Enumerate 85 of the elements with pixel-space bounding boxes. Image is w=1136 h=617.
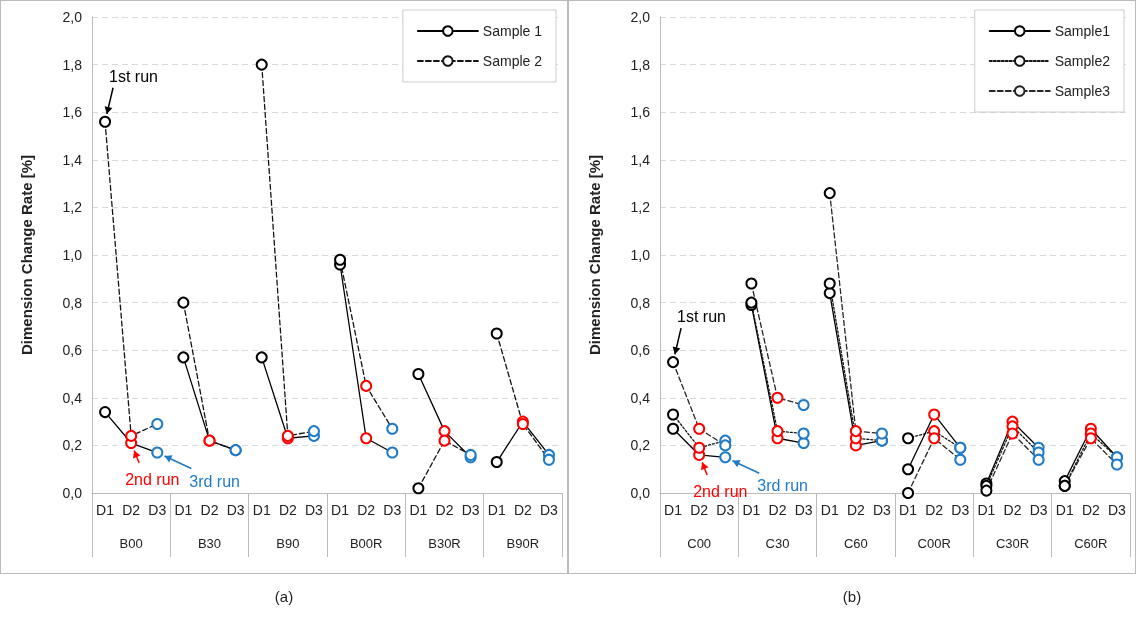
text: B00R (349, 536, 383, 551)
text: B90R (506, 536, 540, 551)
text: C30R (995, 536, 1030, 551)
text: (b) (842, 588, 862, 605)
x-tick-label: D3 (1029, 502, 1048, 518)
text: (a) (274, 588, 294, 605)
x-tick-label: D2 (122, 502, 141, 518)
x-tick-label: D1 (331, 502, 350, 518)
x-tick-label: D3 (226, 502, 245, 518)
y-tick-label: 2,0 (62, 9, 83, 25)
x-tick-label: D1 (1055, 502, 1074, 518)
x-tick-label: D3 (794, 502, 813, 518)
text: C00R (917, 536, 951, 551)
y-tick-label: 1,8 (62, 56, 83, 73)
y-tick-label: 0,8 (630, 294, 651, 311)
y-tick-label: 0,4 (62, 389, 83, 406)
y-tick-label: 0,2 (630, 437, 651, 454)
y-tick-label: 1,6 (630, 104, 651, 121)
y-axis-title: Dimension Change Rate [%] (18, 154, 35, 356)
y-tick-label: 2,0 (630, 9, 651, 25)
annotation: 2nd run (693, 482, 748, 500)
text: C30 (765, 536, 790, 551)
annotation: 2nd run (125, 471, 180, 489)
x-tick-label: D2 (278, 502, 297, 518)
x-tick-label: D2 (846, 502, 865, 518)
x-tick-label: D2 (690, 502, 709, 518)
x-tick-label: D2 (200, 502, 219, 518)
x-tick-label: D3 (951, 502, 970, 518)
legend-label: Sample2 (1054, 53, 1111, 69)
x-tick-label: D3 (1107, 502, 1127, 518)
y-tick-label: 1,0 (630, 247, 651, 263)
x-tick-label: D3 (148, 502, 167, 518)
x-tick-label: D1 (487, 502, 506, 518)
text: B30R (428, 536, 461, 551)
y-tick-label: 0,4 (630, 389, 651, 406)
y-axis-title: Dimension Change Rate [%] (586, 154, 603, 356)
annotation: 3rd run (189, 472, 240, 490)
text: B00 (119, 536, 143, 551)
x-tick-label: D1 (252, 502, 271, 518)
x-tick-label: D2 (513, 502, 532, 518)
text: C60R (1074, 536, 1108, 551)
y-tick-label: 0,6 (630, 342, 651, 359)
y-tick-label: 0,8 (62, 294, 83, 311)
x-tick-label: D1 (820, 502, 839, 518)
x-tick-label: D2 (1003, 502, 1022, 518)
x-tick-label: D1 (174, 502, 193, 518)
x-tick-label: D2 (1081, 502, 1100, 518)
y-tick-label: 1,8 (630, 56, 651, 73)
legend-label: Sample3 (1054, 83, 1111, 99)
x-tick-label: D1 (899, 502, 918, 518)
text: C00 (687, 536, 712, 551)
legend-label: Sample 1 (482, 23, 543, 39)
x-tick-label: D3 (461, 502, 480, 518)
y-tick-label: 1,4 (62, 151, 83, 168)
y-tick-label: 0,6 (62, 342, 83, 359)
x-tick-label: D3 (539, 502, 559, 518)
text: B30 (197, 536, 222, 551)
x-tick-label: D1 (409, 502, 428, 518)
x-tick-label: D1 (96, 502, 115, 518)
x-tick-label: D2 (357, 502, 376, 518)
y-tick-label: 0,0 (630, 485, 651, 501)
x-tick-label: D3 (304, 502, 324, 518)
annotation: 1st run (109, 67, 158, 85)
x-tick-label: D2 (925, 502, 944, 518)
y-tick-label: 1,2 (630, 199, 651, 216)
x-tick-label: D3 (716, 502, 735, 518)
y-tick-label: 1,2 (62, 199, 83, 216)
legend-label: Sample 2 (482, 53, 543, 69)
x-tick-label: D2 (435, 502, 454, 518)
text: B90 (276, 536, 300, 551)
x-tick-label: D3 (383, 502, 402, 518)
y-tick-label: 0,2 (62, 437, 83, 454)
text: C60 (843, 536, 868, 551)
y-tick-label: 1,6 (62, 104, 83, 121)
x-tick-label: D1 (977, 502, 996, 518)
y-tick-label: 0,0 (62, 485, 83, 501)
annotation: 1st run (677, 308, 726, 326)
y-tick-label: 1,4 (630, 151, 651, 168)
x-tick-label: D2 (768, 502, 787, 518)
annotation: 3rd run (757, 477, 808, 495)
y-tick-label: 1,0 (62, 247, 83, 263)
x-tick-label: D1 (742, 502, 761, 518)
x-tick-label: D1 (664, 502, 683, 518)
legend-label: Sample1 (1054, 23, 1111, 39)
x-tick-label: D3 (872, 502, 892, 518)
